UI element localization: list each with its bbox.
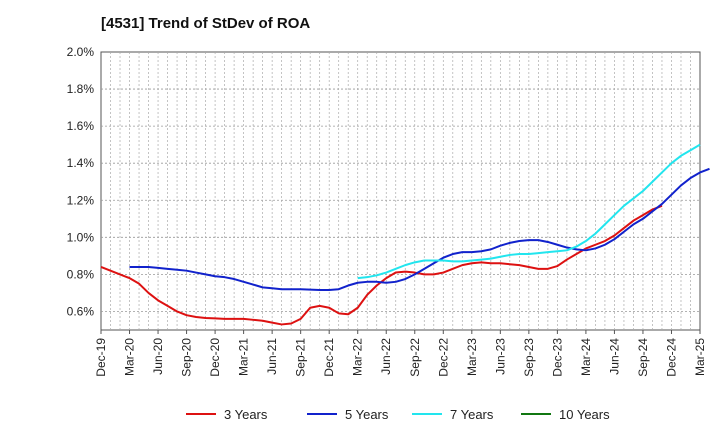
y-tick-label: 1.0%	[67, 230, 95, 244]
y-tick-label: 1.8%	[67, 82, 95, 96]
x-tick-label: Dec-20	[208, 338, 222, 377]
x-tick-label: Mar-22	[351, 338, 365, 376]
x-tick-label: Mar-25	[693, 338, 707, 376]
y-tick-label: 0.6%	[67, 304, 95, 318]
x-tick-label: Dec-21	[322, 338, 336, 377]
plot-area	[100, 51, 701, 331]
x-tick-label: Sep-20	[180, 338, 194, 377]
x-tick-label: Sep-22	[408, 338, 422, 377]
legend-label: 7 Years	[450, 407, 494, 422]
series-line-5-years	[129, 167, 710, 291]
series-line-7-years	[357, 143, 701, 280]
x-tick-label: Dec-23	[550, 338, 564, 377]
y-tick-label: 0.8%	[67, 267, 95, 281]
legend: 3 Years 5 Years 7 Years 10 Years	[186, 407, 610, 422]
y-tick-label: 2.0%	[67, 45, 95, 59]
x-tick-label: Sep-21	[294, 338, 308, 377]
y-axis: 0.6% 0.8% 1.0% 1.2% 1.4% 1.6% 1.8% 2.0%	[67, 45, 95, 318]
x-tick-label: Mar-20	[123, 338, 137, 376]
x-axis: Dec-19 Mar-20 Jun-20 Sep-20 Dec-20 Mar-21 Jun-…	[94, 330, 707, 377]
x-tick-label: Jun-24	[607, 338, 621, 375]
legend-label: 5 Years	[345, 407, 389, 422]
x-tick-label: Jun-23	[493, 338, 507, 375]
x-tick-label: Sep-24	[636, 338, 650, 377]
legend-label: 3 Years	[224, 407, 268, 422]
x-tick-label: Dec-19	[94, 338, 108, 377]
x-tick-label: Jun-20	[151, 338, 165, 375]
x-tick-label: Mar-21	[237, 338, 251, 376]
x-tick-label: Dec-24	[664, 338, 678, 377]
x-tick-label: Jun-21	[265, 338, 279, 375]
x-tick-label: Dec-22	[436, 338, 450, 377]
y-tick-label: 1.4%	[67, 156, 95, 170]
x-tick-label: Mar-23	[465, 338, 479, 376]
series-lines	[100, 143, 710, 326]
legend-label: 10 Years	[559, 407, 610, 422]
x-tick-label: Sep-23	[522, 338, 536, 377]
y-tick-label: 1.6%	[67, 119, 95, 133]
x-tick-label: Mar-24	[579, 338, 593, 376]
x-tick-label: Jun-22	[379, 338, 393, 375]
y-tick-label: 1.2%	[67, 193, 95, 207]
chart-title: [4531] Trend of StDev of ROA	[101, 15, 311, 32]
